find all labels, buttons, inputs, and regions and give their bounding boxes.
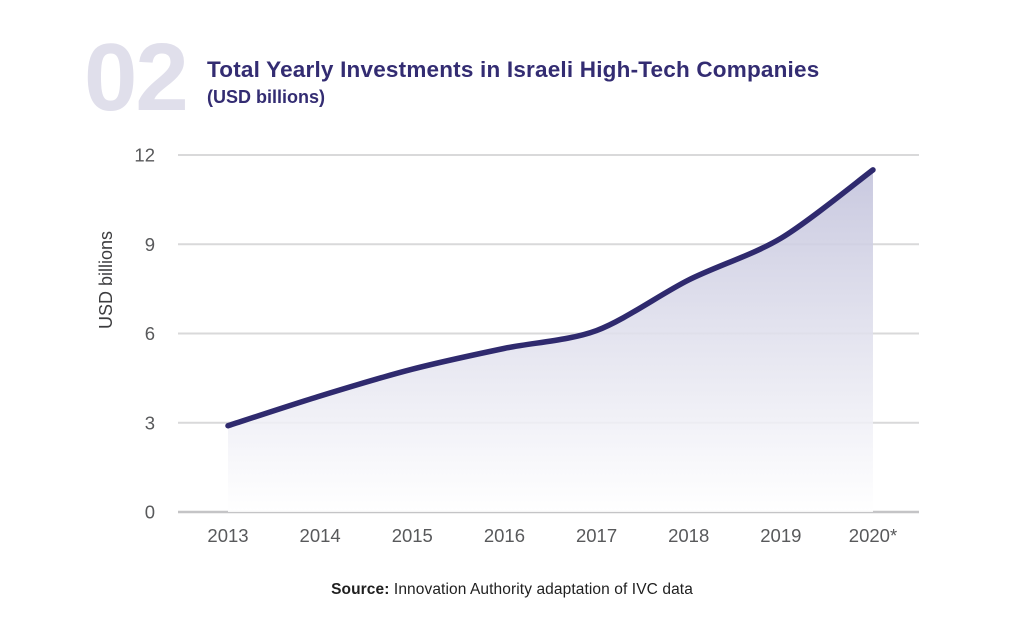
x-tick-label: 2017 [576,525,617,546]
x-tick-label: 2013 [207,525,248,546]
x-tick-label: 2020* [849,525,897,546]
source-label: Source: [331,581,394,598]
source-note: Source: Innovation Authority adaptation … [0,581,1024,599]
x-tick-label: 2014 [300,525,341,546]
y-tick-label: 0 [145,502,155,523]
y-tick-label: 12 [134,145,155,166]
area-fill [228,169,873,512]
chart-title: Total Yearly Investments in Israeli High… [207,57,820,82]
source-text: Innovation Authority adaptation of IVC d… [393,581,693,598]
y-tick-label: 3 [145,412,155,433]
trend-line [225,167,876,429]
y-tick-label: 9 [145,234,155,255]
y-axis-title: USD billions [96,231,116,329]
section-number: 02 [84,24,189,131]
y-tick-label: 6 [145,323,155,344]
x-tick-label: 2018 [668,525,709,546]
title-block: Total Yearly Investments in Israeli High… [207,56,819,109]
x-tick-label: 2019 [760,525,801,546]
x-tick-label: 2015 [392,525,433,546]
chart-subtitle: (USD billions) [207,87,325,107]
x-tick-label: 2016 [484,525,525,546]
